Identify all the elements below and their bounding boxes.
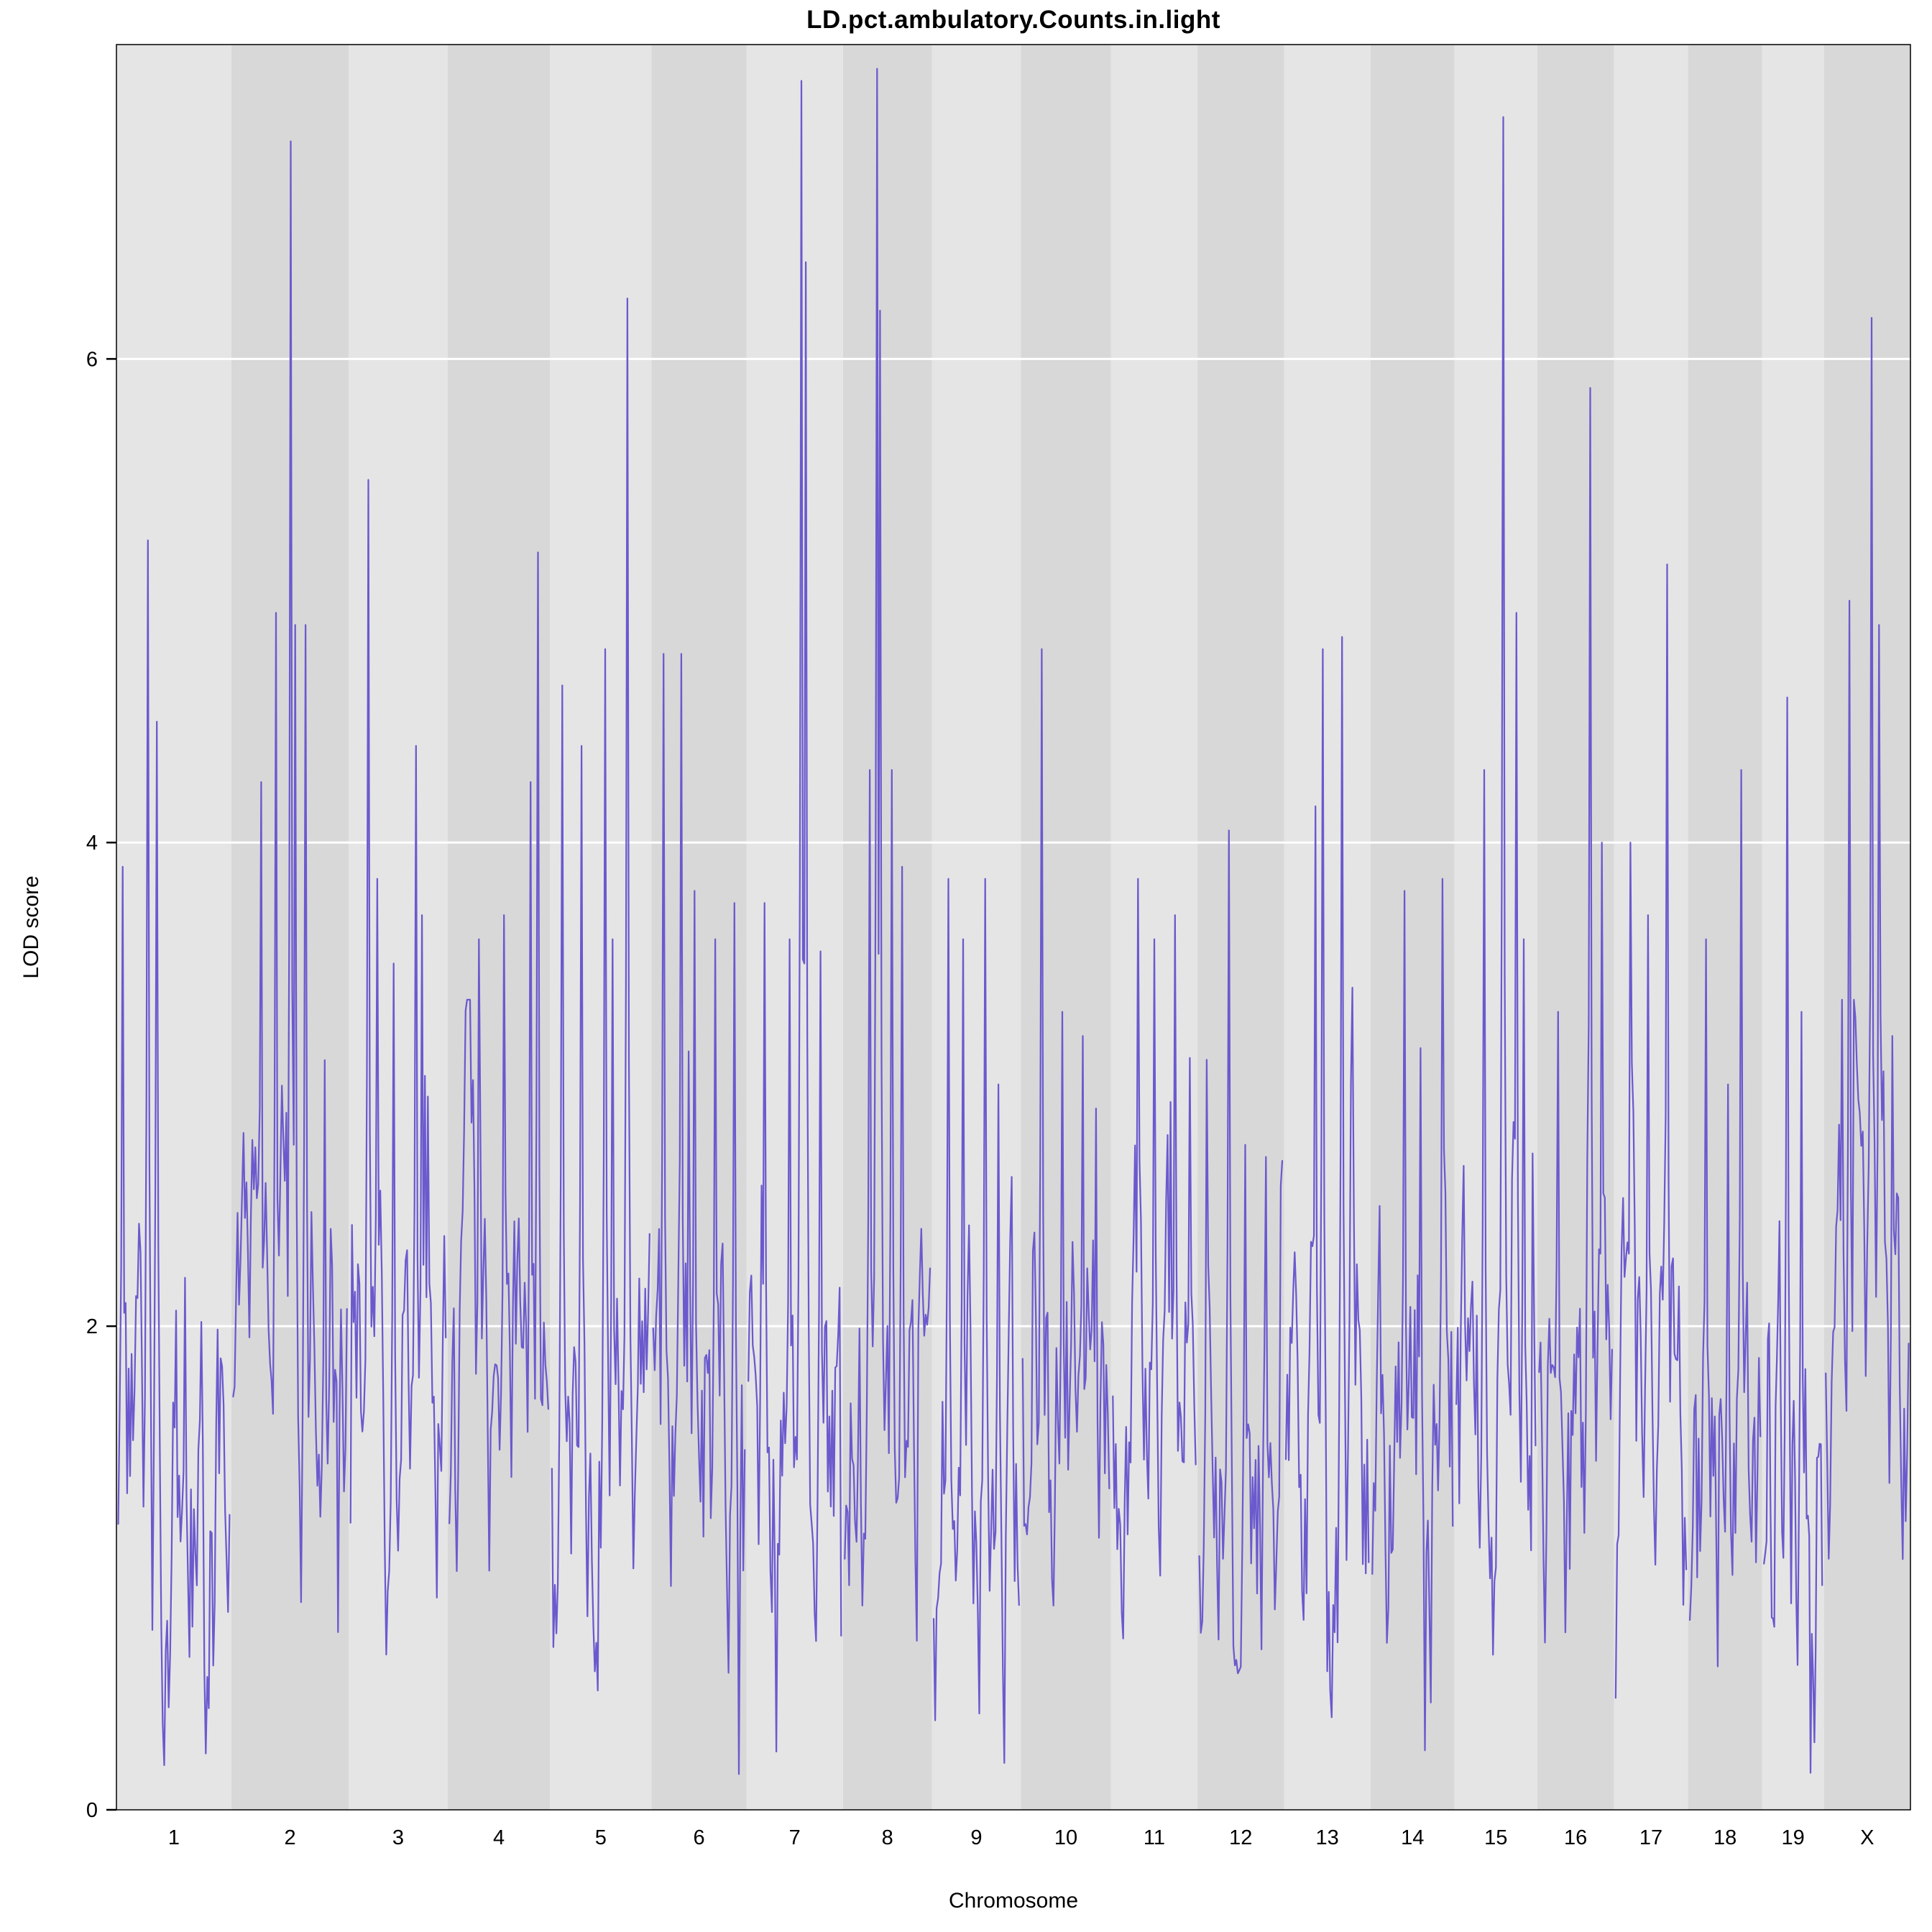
lod-series-chr-7 <box>748 80 842 1753</box>
lod-series-chr-17 <box>1614 564 1688 1699</box>
lod-series-chr-12 <box>1198 829 1284 1675</box>
lod-series-chr-4 <box>448 551 550 1573</box>
lod-series-chr-1 <box>117 539 231 1767</box>
x-tick-label-12: 12 <box>1229 1826 1252 1849</box>
x-tick-label-16: 16 <box>1564 1826 1587 1849</box>
lod-series-chr-3 <box>349 479 447 1656</box>
band-chr-13 <box>1284 45 1371 1810</box>
y-tick-label-6: 6 <box>86 348 98 371</box>
lod-series-chr-14 <box>1371 878 1454 1752</box>
x-tick-label-7: 7 <box>789 1826 801 1849</box>
x-tick-label-4: 4 <box>493 1826 505 1849</box>
y-tick-label-4: 4 <box>86 832 98 855</box>
lod-series-chr-6 <box>652 653 746 1775</box>
lod-series-chr-2 <box>232 140 348 1633</box>
lod-series-chr-15 <box>1455 116 1537 1656</box>
x-tick-label-6: 6 <box>693 1826 704 1849</box>
band-chr-17 <box>1614 45 1688 1810</box>
lod-series-chr-10 <box>1021 648 1110 1607</box>
x-tick-label-11: 11 <box>1144 1826 1165 1849</box>
chart-title: LD.pct.ambulatory.Counts.in.light <box>806 6 1220 34</box>
band-chr-4 <box>447 45 551 1810</box>
band-chr-19 <box>1762 45 1824 1810</box>
band-chr-12 <box>1197 45 1284 1810</box>
band-chr-18 <box>1688 45 1762 1810</box>
lod-series-chr-X <box>1825 317 1910 1560</box>
x-tick-label-17: 17 <box>1639 1826 1662 1849</box>
band-chr-11 <box>1110 45 1198 1810</box>
y-tick-label-0: 0 <box>86 1799 98 1822</box>
lod-series-chr-19 <box>1763 696 1823 1774</box>
x-tick-label-X: X <box>1860 1826 1874 1849</box>
x-tick-label-15: 15 <box>1484 1826 1507 1849</box>
x-tick-label-19: 19 <box>1782 1826 1805 1849</box>
lod-series-chr-8 <box>844 68 932 1642</box>
band-chr-6 <box>651 45 747 1810</box>
x-tick-label-13: 13 <box>1315 1826 1338 1849</box>
x-tick-label-18: 18 <box>1714 1826 1736 1849</box>
lod-series-chr-13 <box>1284 636 1370 1719</box>
x-tick-label-8: 8 <box>882 1826 893 1849</box>
x-tick-label-1: 1 <box>168 1826 180 1849</box>
x-axis-title: Chromosome <box>948 1889 1079 1913</box>
lod-series-chr-18 <box>1688 769 1762 1668</box>
x-tick-label-2: 2 <box>284 1826 295 1849</box>
band-chr-10 <box>1021 45 1111 1810</box>
band-chr-8 <box>842 45 932 1810</box>
band-chr-7 <box>746 45 843 1810</box>
band-chr-1 <box>116 45 231 1810</box>
y-tick-label-2: 2 <box>86 1315 98 1338</box>
x-tick-label-10: 10 <box>1054 1826 1077 1849</box>
band-chr-X <box>1823 45 1910 1810</box>
x-tick-label-5: 5 <box>595 1826 607 1849</box>
lod-series-chr-5 <box>551 298 650 1692</box>
lod-series-chr-11 <box>1112 878 1197 1639</box>
plot-border <box>116 44 1911 1811</box>
lod-series-chr-9 <box>932 878 1020 1764</box>
lod-series <box>117 68 1910 1775</box>
x-tick-label-14: 14 <box>1401 1826 1424 1849</box>
lod-series-chr-16 <box>1538 387 1614 1644</box>
x-tick-label-3: 3 <box>392 1826 404 1849</box>
x-tick-label-9: 9 <box>970 1826 982 1849</box>
